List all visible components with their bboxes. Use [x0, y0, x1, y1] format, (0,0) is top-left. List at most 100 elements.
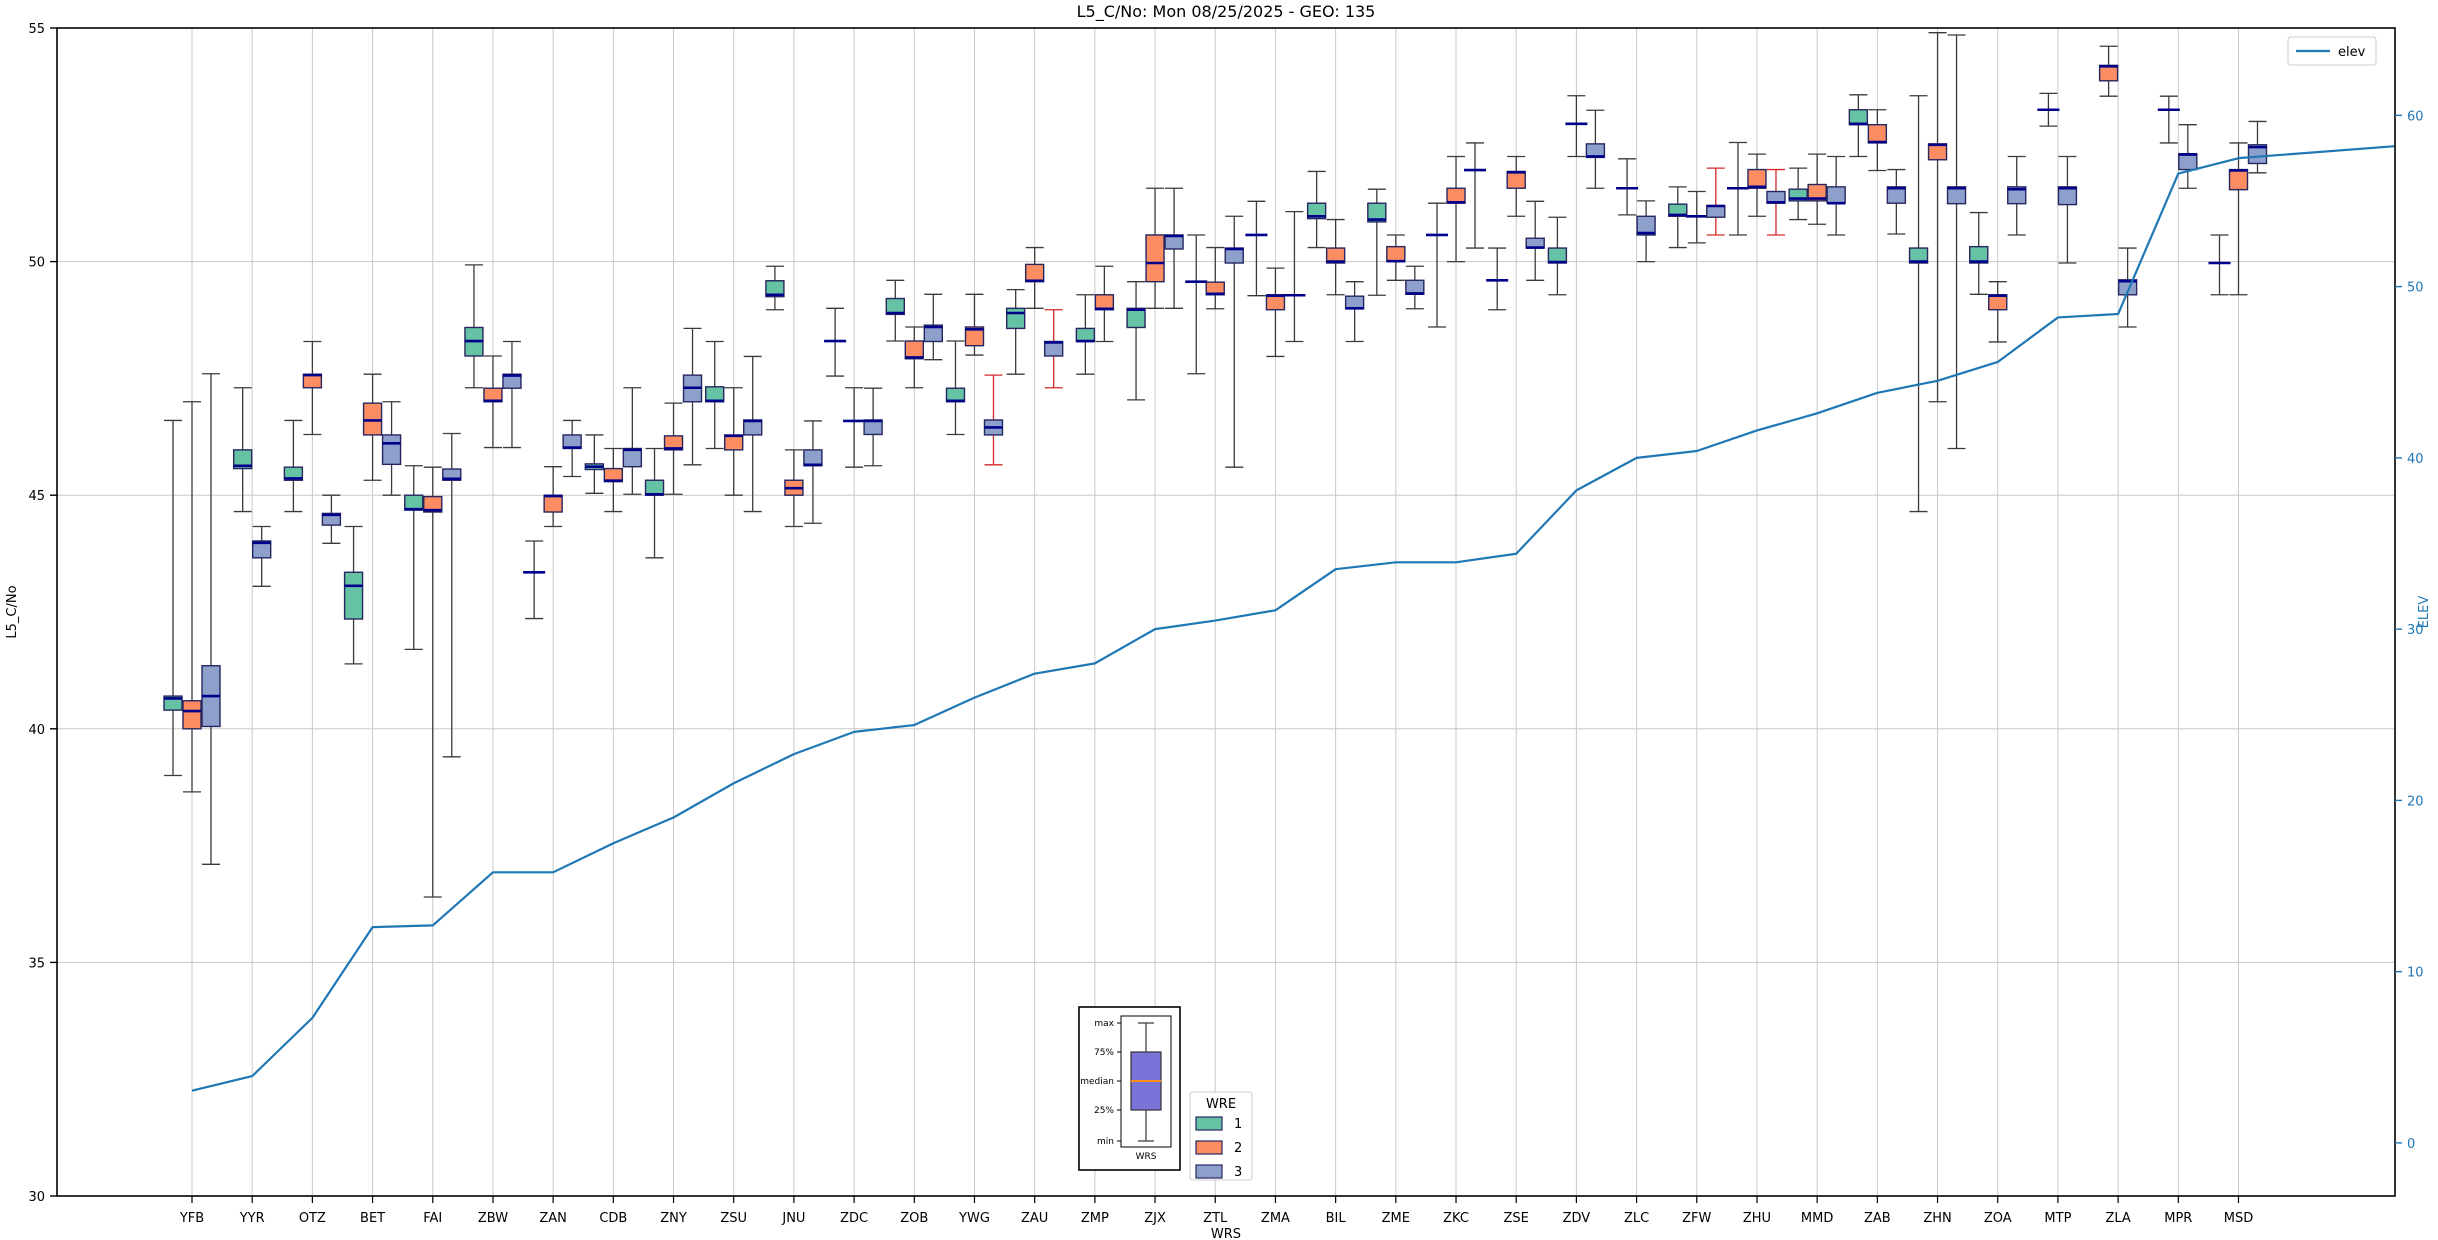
- box-rect: [1927, 143, 1948, 161]
- x-tick-label-BET: BET: [360, 1211, 385, 1226]
- box-ZHU-wre1: [1726, 141, 1749, 236]
- box-rect: [904, 340, 924, 360]
- elev-legend-label: elev: [2338, 45, 2366, 60]
- x-tick-label-YYR: YYR: [239, 1211, 265, 1226]
- box-rect: [1446, 187, 1466, 204]
- box-rect: [442, 468, 462, 481]
- x-tick-label-ZNY: ZNY: [660, 1211, 687, 1226]
- box-rect: [1908, 247, 1929, 264]
- box-ZAU-wre1: [1005, 288, 1026, 375]
- box-YFB-wre1: [163, 419, 183, 777]
- box-rect: [1867, 124, 1888, 144]
- box-rect: [502, 373, 522, 389]
- right-tick-label-40: 40: [2407, 452, 2424, 467]
- left-axis: 30 35 40 45 50 55 L5_C/No: [5, 22, 57, 1205]
- box-ZTL-wre2: [1205, 246, 1225, 310]
- box-MSD-wre2: [2228, 142, 2249, 296]
- box-ZME-wre2: [1386, 234, 1406, 281]
- wre-legend-box: [1189, 1091, 1253, 1181]
- box-ZMP-wre1: [1075, 294, 1096, 375]
- box-rect: [543, 494, 563, 513]
- bottom-axis: YFB YYR OTZ BET FAI ZBW ZAN CDB ZNY ZSU JNU ZDC ZOB Y…: [179, 1196, 2253, 1240]
- box-ZLC-wre1: [1616, 158, 1639, 216]
- box-BIL-wre3: [1344, 281, 1365, 343]
- box-rect: [1969, 245, 1989, 264]
- box-rect: [362, 402, 383, 436]
- box-ZSU-wre2: [724, 387, 744, 496]
- box-ZMA-wre2: [1265, 267, 1286, 358]
- left-tick-label-55: 55: [28, 22, 45, 37]
- axes-border: [56, 27, 2396, 1197]
- right-tick-label-50: 50: [2407, 281, 2424, 296]
- box-MTP-wre3: [2057, 155, 2078, 264]
- box-JNU-wre1: [765, 265, 785, 311]
- box-MMD-wre3: [1826, 155, 1846, 236]
- box-ZTL-wre1: [1185, 234, 1208, 375]
- box-YWG-wre3: [983, 374, 1004, 466]
- box-YFB-wre3: [201, 373, 221, 865]
- x-tick-label-MSD: MSD: [2224, 1211, 2253, 1226]
- box-ZSE-wre1: [1486, 247, 1509, 311]
- box-ZLA-wre3: [2117, 247, 2138, 328]
- box-rect: [743, 419, 763, 436]
- x-tick-label-ZME: ZME: [1382, 1211, 1410, 1226]
- x-tick-label-JNU: JNU: [781, 1211, 805, 1226]
- x-tick-label-ZAN: ZAN: [539, 1211, 567, 1226]
- box-MPR-wre3: [2178, 124, 2198, 189]
- left-tick-label-45: 45: [28, 489, 45, 504]
- box-rect: [1005, 307, 1026, 330]
- box-CDB-wre1: [584, 434, 605, 494]
- wre-swatch-1: [1195, 1116, 1223, 1131]
- x-tick-label-ZAB: ZAB: [1864, 1211, 1891, 1226]
- elev-line: [191, 145, 2396, 1092]
- box-ZMA-wre3: [1283, 210, 1306, 343]
- box-rect: [423, 495, 443, 513]
- box-ZAN-wre1: [523, 540, 546, 620]
- box-rect: [182, 700, 202, 730]
- chart-title: L5_C/No: Mon 08/25/2025 - GEO: 135: [1077, 2, 1376, 22]
- box-ZDC-wre3: [863, 387, 883, 467]
- box-rect: [1668, 203, 1688, 217]
- box-ZOA-wre2: [1988, 281, 2008, 343]
- box-ZNY-wre3: [682, 327, 703, 466]
- right-tick-label-10: 10: [2407, 966, 2424, 981]
- box-ZAN-wre2: [543, 466, 563, 528]
- box-YWG-wre1: [945, 340, 966, 436]
- box-rect: [1075, 327, 1096, 343]
- box-rect: [1988, 294, 2008, 311]
- box-rect: [1886, 186, 1907, 204]
- x-tick-label-ZKC: ZKC: [1443, 1211, 1469, 1226]
- box-ZTL-wre3: [1224, 215, 1244, 468]
- elev-legend-box: [2287, 36, 2377, 66]
- box-ZBW-wre3: [502, 340, 522, 449]
- right-axis: 0 10 20 30 40 50 60 ELEV: [2395, 109, 2432, 1152]
- box-ZOB-wre1: [885, 279, 905, 342]
- box-rect: [2007, 186, 2027, 205]
- x-tick-label-CDB: CDB: [599, 1211, 627, 1226]
- box-ZBW-wre1: [464, 264, 484, 389]
- box-rect: [705, 386, 725, 403]
- box-FAI-wre2: [423, 466, 443, 898]
- box-CDB-wre2: [603, 447, 624, 513]
- box-OTZ-wre3: [321, 494, 342, 544]
- box-BET-wre3: [381, 401, 402, 496]
- box-rect: [1506, 170, 1526, 189]
- box-ZDV-wre1: [1547, 216, 1568, 296]
- box-FAI-wre1: [404, 465, 424, 651]
- x-tick-label-MMD: MMD: [1801, 1211, 1833, 1226]
- box-ZAB-wre3: [1886, 168, 1907, 235]
- wre-legend: WRE 1 2 3: [1189, 1091, 1253, 1181]
- box-rect: [1747, 168, 1767, 189]
- box-ZOB-wre2: [904, 326, 924, 389]
- box-MTP-wre2: [2037, 92, 2060, 127]
- box-ZSU-wre3: [743, 355, 763, 513]
- box-YYR-wre1: [232, 387, 253, 513]
- box-ZHN-wre3: [1946, 34, 1967, 450]
- box-rect: [663, 435, 684, 451]
- box-BET-wre1: [343, 525, 364, 665]
- x-tick-label-ZSU: ZSU: [720, 1211, 747, 1226]
- x-tick-label-ZMP: ZMP: [1081, 1211, 1109, 1226]
- x-tick-label-ZDC: ZDC: [840, 1211, 868, 1226]
- box-MPR-wre1: [2157, 95, 2180, 144]
